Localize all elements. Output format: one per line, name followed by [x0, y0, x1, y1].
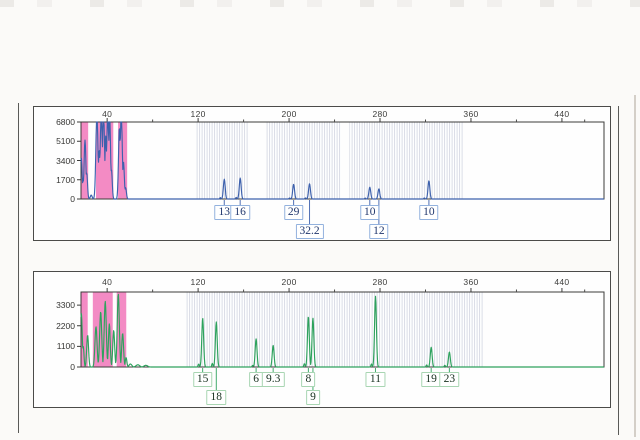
x-axis-tick-label: 360 [463, 109, 479, 119]
x-axis-tick-label: 280 [372, 277, 388, 287]
allele-label: 18 [206, 390, 227, 405]
electropherogram-panel-blue: 40 120 200 280 360 440 0 1700 3400 5100 6800 13 16 29… [33, 106, 611, 241]
x-axis-tick-label: 280 [372, 109, 388, 119]
x-axis-tick-label: 440 [554, 277, 570, 287]
allele-label: 9.3 [261, 372, 285, 387]
allele-label: 10 [360, 205, 380, 220]
y-axis-tick-label: 6800 [56, 117, 75, 127]
x-axis-tick-label: 120 [190, 277, 206, 287]
x-axis-tick-label: 40 [102, 277, 113, 287]
allele-label: 11 [365, 372, 386, 387]
allele-label: 19 [421, 372, 441, 387]
allele-label: 9 [306, 390, 320, 405]
y-axis-tick-label: 5100 [56, 136, 75, 147]
allele-label: 12 [369, 224, 389, 239]
scan-noise-top-edge [0, 0, 640, 7]
allele-label: 16 [230, 205, 250, 220]
bin-stripe-region [349, 122, 464, 199]
signal-trace [80, 121, 605, 200]
trace-plot-top [77, 118, 605, 234]
bin-stripe-region [195, 122, 249, 199]
page-edge-shadow-right [634, 95, 636, 437]
x-axis-tick-label: 40 [102, 109, 113, 119]
plot-frame [80, 121, 605, 200]
electropherogram-panel-green: 40 120 200 280 360 440 0 1100 2200 3300 15 18 6 9.3 8 9… [33, 271, 611, 408]
page-rule-left [18, 103, 19, 433]
y-axis-tick-label: 1700 [56, 174, 75, 185]
x-axis-tick-label: 440 [554, 109, 570, 119]
x-axis-tick-label: 360 [463, 277, 479, 287]
y-axis-tick-label: 2200 [56, 320, 75, 331]
x-axis-tick-label: 200 [281, 277, 297, 287]
primer-region-band [116, 292, 127, 367]
y-axis-tick-label: 3300 [56, 300, 75, 311]
x-axis-tick-label: 200 [281, 109, 297, 119]
y-axis-tick-label: 1100 [56, 341, 75, 352]
bin-stripe-region [266, 122, 342, 199]
bin-stripe-region [185, 292, 484, 367]
primer-region-band [81, 292, 88, 367]
x-axis-tick-label: 120 [190, 109, 206, 119]
signal-trace [80, 293, 605, 368]
y-axis-tick-label: 0 [70, 194, 75, 204]
page-rule-right [618, 106, 619, 435]
y-axis-tick-label: 0 [70, 362, 75, 372]
allele-label: 10 [419, 205, 439, 220]
y-axis-tick-label: 3400 [56, 155, 75, 166]
allele-label: 6 [249, 372, 263, 387]
allele-label: 15 [192, 372, 213, 387]
trace-plot-bottom [77, 288, 605, 400]
allele-label: 8 [301, 372, 316, 387]
allele-label: 23 [439, 372, 460, 387]
allele-label: 32.2 [295, 224, 324, 239]
allele-label: 29 [283, 205, 304, 220]
